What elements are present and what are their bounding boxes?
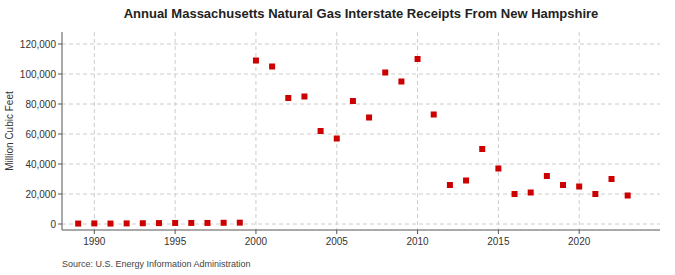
x-tick-label: 2000 [245, 236, 268, 247]
x-tick-label: 2015 [487, 236, 510, 247]
y-tick [58, 44, 62, 45]
point [301, 94, 307, 100]
point [528, 190, 534, 196]
point [221, 220, 227, 226]
point [237, 220, 243, 226]
point [140, 220, 146, 226]
source-note: Source: U.S. Energy Information Administ… [62, 259, 251, 269]
point [479, 146, 485, 152]
x-tick-label: 1995 [164, 236, 187, 247]
x-tick [94, 230, 95, 234]
point [318, 128, 324, 134]
grid [62, 32, 660, 230]
point [625, 193, 631, 199]
x-tick-label: 2005 [326, 236, 349, 247]
x-tick-label: 1990 [83, 236, 106, 247]
y-grid-line [62, 104, 660, 105]
x-grid-line [175, 32, 176, 230]
point [366, 115, 372, 121]
point [512, 191, 518, 197]
y-grid-line [62, 74, 660, 75]
x-grid-line [336, 32, 337, 230]
points [75, 56, 631, 227]
point [350, 98, 356, 104]
x-grid-line [498, 32, 499, 230]
point [269, 64, 275, 70]
point [75, 221, 81, 227]
x-tick [498, 230, 499, 234]
point [188, 220, 194, 226]
point [204, 220, 210, 226]
y-tick-label: 120,000 [20, 39, 57, 50]
x-tick [336, 230, 337, 234]
chart: Annual Massachusetts Natural Gas Interst… [0, 0, 675, 275]
point [576, 184, 582, 190]
x-tick [579, 230, 580, 234]
y-tick-label: 0 [50, 219, 56, 230]
x-tick [175, 230, 176, 234]
y-grid-line [62, 164, 660, 165]
point [560, 182, 566, 188]
point [285, 95, 291, 101]
point [172, 220, 178, 226]
y-tick [58, 104, 62, 105]
x-tick-label: 2020 [568, 236, 591, 247]
x-grid-line [579, 32, 580, 230]
point [253, 58, 259, 64]
point [156, 220, 162, 226]
point [91, 220, 97, 226]
chart-container: Annual Massachusetts Natural Gas Interst… [0, 0, 675, 275]
x-tick-label: 2010 [406, 236, 429, 247]
point [609, 176, 615, 182]
y-tick [58, 134, 62, 135]
point [463, 178, 469, 184]
point [431, 112, 437, 118]
y-tick-label: 80,000 [25, 99, 56, 110]
point [382, 70, 388, 76]
point [124, 220, 130, 226]
x-tick [417, 230, 418, 234]
y-grid-line [62, 224, 660, 225]
point [495, 166, 501, 172]
y-tick-label: 100,000 [20, 69, 57, 80]
title: Annual Massachusetts Natural Gas Interst… [124, 6, 599, 21]
y-axis-line [62, 32, 63, 230]
y-tick [58, 74, 62, 75]
y-grid-line [62, 44, 660, 45]
y-grid-line [62, 194, 660, 195]
point [592, 191, 598, 197]
y-grid-line [62, 134, 660, 135]
point [415, 56, 421, 62]
point [334, 136, 340, 142]
y-tick [58, 224, 62, 225]
x-axis-line [62, 230, 660, 231]
y-axis-label: Million Cubic Feet [4, 91, 15, 171]
x-grid-line [94, 32, 95, 230]
x-tick [255, 230, 256, 234]
point [544, 173, 550, 179]
y-tick [58, 164, 62, 165]
y-tick-label: 40,000 [25, 159, 56, 170]
point [107, 221, 113, 227]
y-tick-label: 60,000 [25, 129, 56, 140]
y-tick-label: 20,000 [25, 189, 56, 200]
point [447, 182, 453, 188]
y-tick [58, 194, 62, 195]
point [398, 79, 404, 85]
